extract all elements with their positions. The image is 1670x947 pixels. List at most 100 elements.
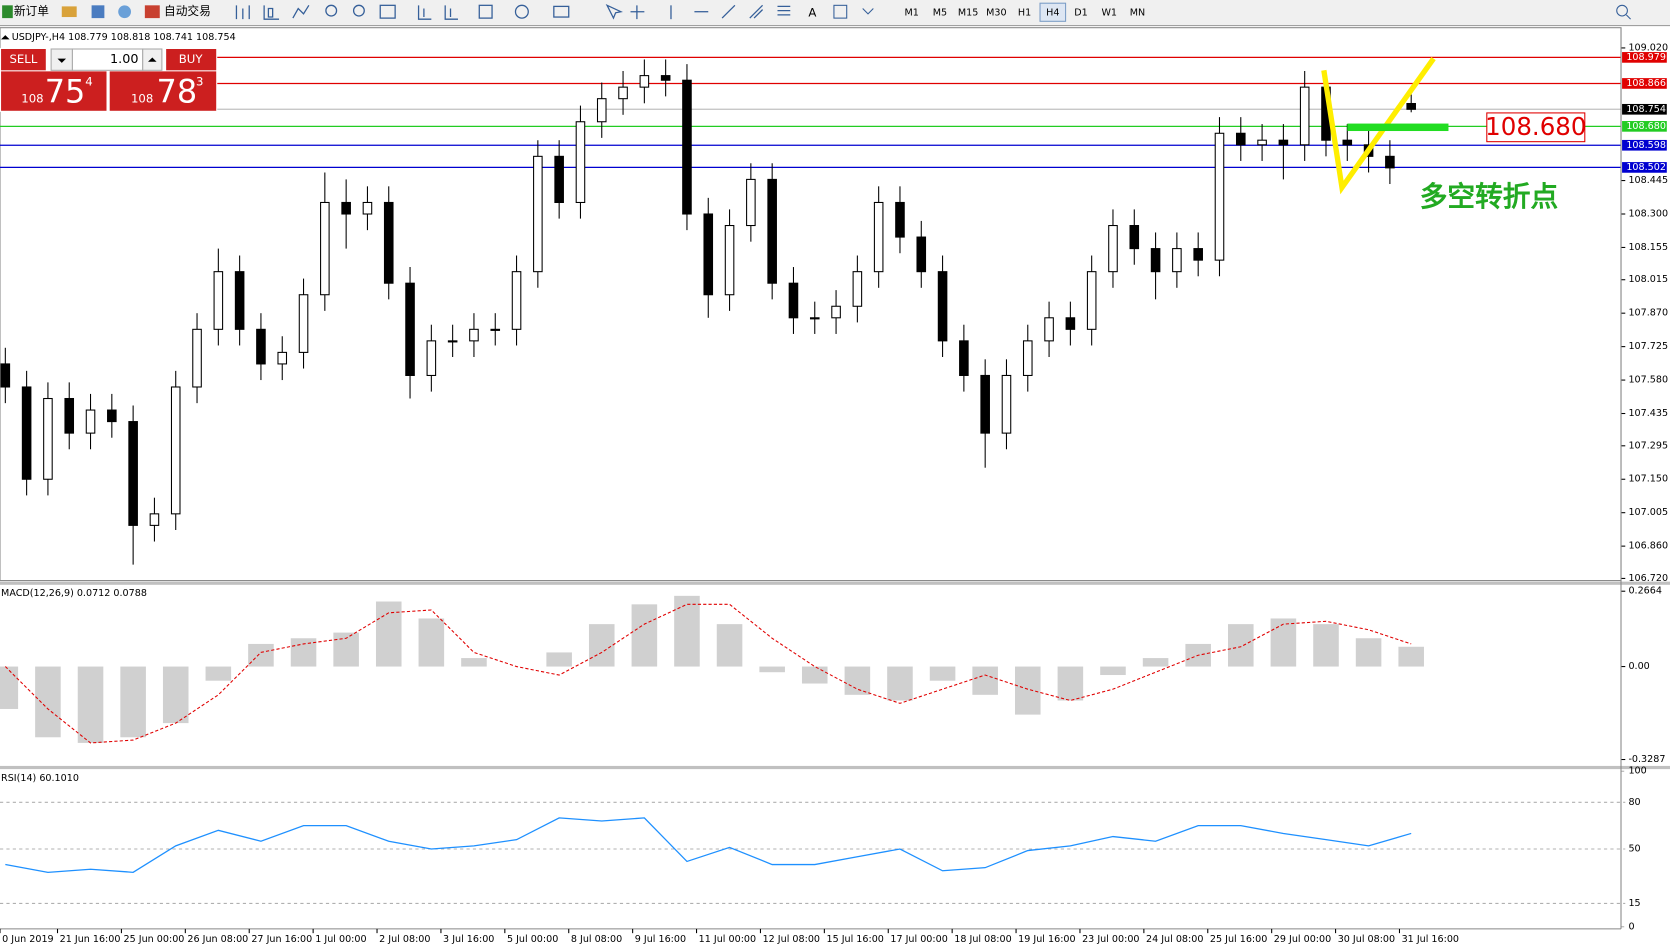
annotation: 多空转折点 — [1420, 180, 1558, 213]
auto-trading-icon[interactable] — [144, 5, 160, 19]
price-tick-label: 107.870 — [1628, 308, 1668, 319]
candle-body — [767, 178, 777, 284]
candle-body — [1150, 248, 1161, 273]
time-label: 12 Jul 08:00 — [763, 934, 820, 945]
candle-body — [746, 178, 756, 227]
candle-body — [383, 201, 394, 284]
macd-bar — [375, 601, 402, 667]
new-order-button[interactable]: 新订单 — [14, 4, 49, 18]
candle-body — [170, 386, 181, 515]
candle-body — [809, 317, 820, 320]
price-tick-label: 107.295 — [1628, 440, 1668, 451]
sell-label[interactable]: SELL — [9, 52, 37, 66]
candle-body — [724, 225, 735, 296]
timeframe-button[interactable]: M1 — [905, 7, 919, 18]
toolbar-icons[interactable] — [235, 3, 791, 20]
toolbar-icon[interactable] — [61, 6, 77, 18]
buy-price-big[interactable]: 108 — [131, 92, 153, 106]
time-label: 11 Jul 00:00 — [699, 934, 756, 945]
macd-pane: 0.2664 0.00 -0.3287 — [0, 586, 1665, 765]
timeframe-button[interactable]: M15 — [958, 7, 978, 18]
candle-body — [1193, 248, 1203, 261]
buy-price-pips[interactable]: 78 — [157, 73, 198, 111]
sell-price-big[interactable]: 108 — [21, 92, 43, 106]
macd-title: MACD(12,26,9) 0.0712 0.0788 — [1, 588, 147, 599]
price-tick-label: 108.015 — [1628, 274, 1668, 285]
buy-button[interactable] — [166, 49, 217, 71]
buy-price-box[interactable] — [109, 71, 217, 111]
pane-separator — [0, 581, 1670, 585]
pane-separator — [0, 765, 1670, 770]
price-tick-label: 107.435 — [1628, 408, 1668, 419]
buy-price-fraction[interactable]: 3 — [196, 75, 203, 89]
price-pane: 109.020 108.445 108.300 108.155 108.015 107.8… — [0, 42, 1668, 584]
macd-bar — [1398, 646, 1424, 667]
auto-trading-button[interactable]: 自动交易 — [164, 4, 211, 18]
candle-body — [1065, 317, 1076, 330]
macd-tick-label: 0.2664 — [1628, 586, 1662, 597]
candle-body — [554, 155, 564, 204]
candle-body — [1385, 155, 1395, 169]
timeframe-button[interactable]: M5 — [933, 7, 947, 18]
macd-tick-label: -0.3287 — [1628, 754, 1665, 765]
candle-body — [320, 201, 330, 296]
level-tag-label: 108.598 — [1626, 140, 1666, 151]
active-timeframe — [1039, 2, 1067, 22]
sell-price-box[interactable] — [1, 71, 107, 111]
macd-bar — [1270, 618, 1297, 667]
timeframe-button[interactable]: MN — [1130, 7, 1145, 18]
label-tool[interactable] — [833, 4, 848, 19]
text-tool[interactable]: A — [808, 5, 816, 19]
time-label: 21 Jun 16:00 — [60, 934, 121, 945]
price-tick-label: 106.860 — [1628, 541, 1668, 552]
macd-bar — [972, 666, 998, 695]
time-label: 25 Jul 16:00 — [1210, 934, 1267, 945]
rsi-tick-label: 50 — [1628, 843, 1640, 854]
timeframe-button[interactable]: H1 — [1018, 7, 1031, 18]
sell-price-pips[interactable]: 75 — [45, 73, 86, 111]
pivot-label-box — [1486, 112, 1586, 143]
candle-body — [1214, 132, 1225, 261]
time-label: 18 Jul 08:00 — [954, 934, 1011, 945]
time-label: 2 Jul 08:00 — [379, 934, 430, 945]
v-annotation — [1321, 57, 1436, 195]
buy-label[interactable]: BUY — [179, 52, 204, 66]
timeframe-button[interactable]: H4 — [1046, 7, 1059, 18]
search-icon[interactable] — [1625, 14, 1631, 20]
timeframe-button[interactable]: W1 — [1101, 7, 1117, 18]
toolbar-icon[interactable] — [91, 5, 105, 19]
time-label: 15 Jul 16:00 — [826, 934, 883, 945]
candle-body — [107, 409, 117, 423]
level-tag — [1622, 121, 1667, 132]
macd-bar — [205, 666, 232, 681]
level-tag-label: 108.754 — [1626, 104, 1666, 115]
arrow-tool[interactable] — [862, 8, 874, 15]
pivot-label: 108.680 — [1485, 112, 1586, 141]
price-tick-label: 108.445 — [1628, 175, 1668, 186]
candle-body — [1086, 271, 1097, 330]
timeframe-button[interactable]: M30 — [986, 7, 1006, 18]
time-label: 26 Jun 08:00 — [187, 934, 248, 945]
timeframe-button[interactable]: D1 — [1074, 7, 1087, 18]
rsi-title: RSI(14) 60.1010 — [1, 773, 79, 784]
candle-body — [1342, 139, 1353, 146]
toolbar-icon[interactable] — [118, 5, 132, 19]
candle-body — [895, 201, 905, 238]
candle-body — [703, 213, 714, 296]
new-order-icon[interactable] — [2, 5, 13, 19]
price-tick-label: 108.300 — [1628, 209, 1668, 220]
candle-body — [618, 86, 628, 100]
search-icon[interactable] — [1616, 4, 1628, 17]
macd-bar — [759, 666, 785, 673]
sell-button[interactable] — [1, 49, 46, 71]
sell-price-fraction[interactable]: 4 — [85, 75, 92, 89]
macd-bar — [844, 666, 871, 695]
candle-body — [639, 75, 650, 88]
level-tag — [1622, 52, 1667, 63]
timeframes: M1 M5 M15 M30 H1 H4 D1 W1 MN — [905, 2, 1145, 22]
lot-value[interactable]: 1.00 — [110, 52, 138, 67]
price-tick-label: 107.725 — [1628, 341, 1668, 352]
level-tag-label: 108.680 — [1626, 121, 1666, 132]
time-label: 30 Jul 08:00 — [1338, 934, 1395, 945]
